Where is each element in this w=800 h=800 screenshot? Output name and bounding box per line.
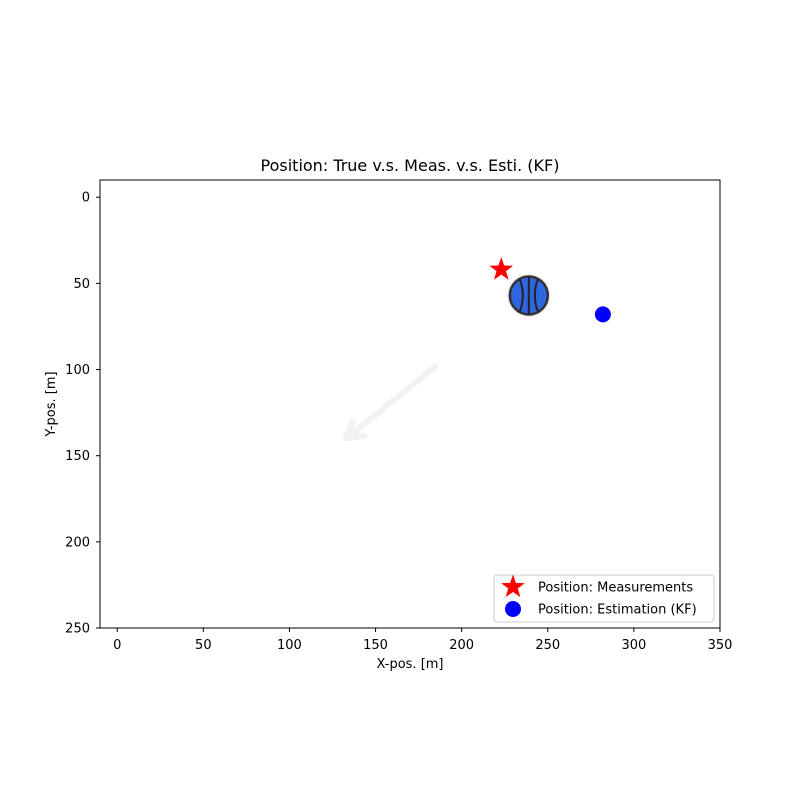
data-points — [489, 257, 611, 323]
x-tick-label: 0 — [113, 638, 121, 653]
x-tick-label: 300 — [621, 638, 646, 653]
y-axis-ticks: 0 50 100 150 200 250 — [65, 191, 100, 637]
annotation-layer — [343, 273, 551, 442]
measurement-star-marker — [489, 257, 514, 280]
x-tick-label: 200 — [449, 638, 474, 653]
y-axis-label: Y-pos. [m] — [44, 371, 59, 437]
legend-marker — [505, 601, 521, 617]
y-tick-label: 200 — [65, 535, 90, 550]
legend-label: Position: Measurements — [538, 581, 693, 596]
x-axis-ticks: 0 50 100 150 200 250 300 350 — [113, 628, 732, 653]
x-tick-label: 150 — [363, 638, 388, 653]
legend: Position: Measurements Position: Estimati… — [493, 574, 715, 623]
x-tick-label: 100 — [277, 638, 302, 653]
estimation-circle-marker — [594, 306, 611, 323]
y-tick-label: 250 — [65, 622, 90, 637]
y-tick-label: 100 — [65, 363, 90, 378]
x-axis-label: X-pos. [m] — [377, 657, 444, 672]
legend-label: Position: Estimation (KF) — [538, 603, 697, 618]
faint-arrow-icon — [343, 363, 439, 442]
chart-title: Position: True v.s. Meas. v.s. Esti. (KF… — [261, 156, 560, 175]
legend-marker — [501, 574, 525, 598]
x-tick-label: 50 — [195, 638, 212, 653]
y-tick-label: 50 — [73, 277, 90, 292]
x-tick-label: 350 — [708, 638, 733, 653]
y-tick-label: 150 — [65, 449, 90, 464]
x-tick-label: 250 — [535, 638, 560, 653]
legend-box — [493, 574, 715, 623]
basketball-icon — [506, 273, 551, 318]
plot-frame — [99, 179, 721, 629]
y-tick-label: 0 — [82, 191, 90, 206]
